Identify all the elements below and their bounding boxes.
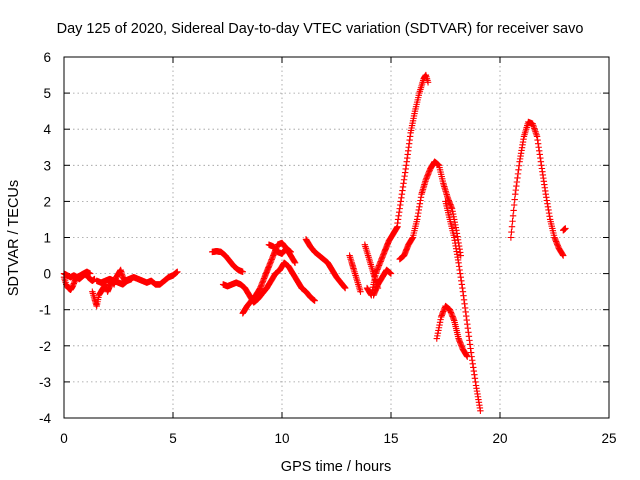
plot-frame — [63, 56, 610, 419]
series-5 — [209, 248, 246, 275]
x-tick-label: 25 — [601, 431, 616, 446]
data-point — [342, 284, 349, 292]
data-points — [60, 71, 569, 414]
series-17 — [433, 302, 471, 360]
series-6 — [219, 259, 318, 306]
data-point — [508, 228, 515, 236]
series-14 — [394, 71, 432, 227]
data-point — [387, 270, 395, 277]
data-point — [357, 288, 364, 295]
data-point — [464, 353, 471, 360]
x-tick-label: 20 — [492, 431, 507, 446]
grid-lines — [64, 57, 609, 418]
y-tick-label: 6 — [43, 50, 51, 65]
data-point — [291, 259, 299, 266]
series-2 — [89, 266, 129, 310]
data-point — [511, 196, 518, 203]
y-tick-label: -1 — [39, 303, 51, 318]
y-tick-label: 2 — [43, 194, 51, 209]
data-point — [508, 223, 516, 230]
y-tick-label: 3 — [43, 158, 51, 173]
y-tick-label: 5 — [43, 86, 51, 101]
x-axis-label: GPS time / hours — [281, 459, 391, 475]
data-point — [86, 270, 94, 277]
series-10 — [346, 252, 364, 295]
x-tick-labels: 0 5 10 15 20 25 — [60, 431, 616, 446]
series-13 — [370, 266, 395, 299]
series-4 — [121, 268, 181, 288]
data-point — [287, 248, 294, 256]
data-point — [311, 297, 318, 304]
series-9 — [302, 236, 349, 292]
data-point — [239, 268, 246, 275]
series-18 — [507, 118, 567, 259]
series-8 — [265, 241, 294, 257]
chart-title: Day 125 of 2020, Sidereal Day-to-day VTE… — [57, 21, 584, 37]
x-tick-label: 10 — [274, 431, 289, 446]
series-19 — [560, 225, 569, 234]
series-16 — [442, 198, 484, 414]
series-12 — [363, 223, 401, 299]
data-point — [562, 225, 569, 232]
data-point — [509, 212, 517, 220]
x-tick-label: 0 — [60, 431, 68, 446]
y-tick-label: -2 — [39, 339, 51, 354]
y-tick-labels: -4 -3 -2 -1 0 1 2 3 4 5 6 — [39, 50, 52, 426]
y-tick-label: 1 — [43, 231, 51, 246]
x-tick-label: 5 — [169, 431, 177, 446]
data-point — [510, 207, 517, 214]
y-tick-label: 4 — [43, 122, 51, 137]
y-tick-label: -3 — [39, 375, 51, 390]
data-point — [509, 218, 516, 225]
series-1 — [60, 268, 94, 281]
y-axis-label: SDTVAR / TECUs — [6, 180, 22, 296]
y-tick-label: 0 — [43, 267, 51, 282]
data-point — [560, 252, 567, 259]
data-point — [510, 201, 518, 209]
data-point — [174, 268, 181, 275]
y-tick-label: -4 — [39, 411, 51, 426]
data-point — [424, 79, 432, 86]
data-point — [477, 407, 484, 414]
series-15 — [396, 158, 464, 263]
data-point — [507, 234, 515, 241]
x-tick-label: 15 — [383, 431, 398, 446]
